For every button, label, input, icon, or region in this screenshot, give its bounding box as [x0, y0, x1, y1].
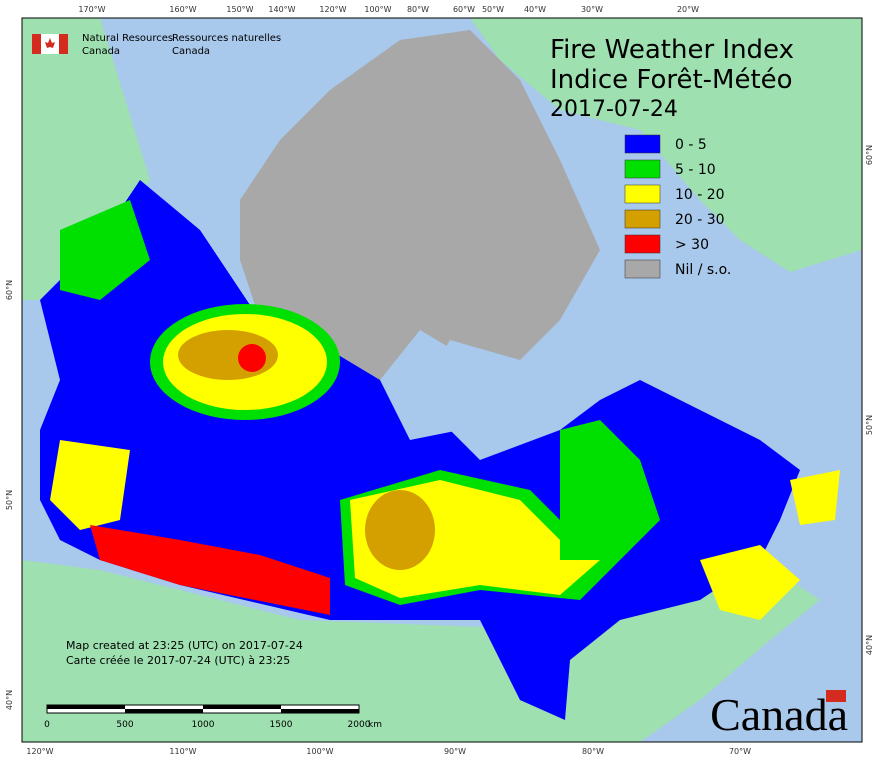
- flag-band: [59, 34, 68, 54]
- fwi-high-region: [700, 545, 800, 620]
- scale-label: 0: [44, 720, 50, 730]
- longitude-label: 80°W: [582, 747, 604, 756]
- scale-bar-segment: [203, 705, 281, 709]
- agency-en: Canada: [82, 46, 120, 57]
- scale-bar: [46, 704, 360, 714]
- legend-label: 5 - 10: [675, 162, 716, 178]
- legend-swatch: [624, 234, 661, 254]
- legend-label: 20 - 30: [675, 212, 725, 228]
- fwi-moderate-region: [560, 420, 660, 560]
- hudson-bay: [380, 330, 470, 440]
- note: Carte créée le 2017-07-24 (UTC) à 23:25: [66, 654, 290, 667]
- latitude-label: 50°N: [5, 490, 14, 510]
- legend-swatch: [624, 184, 661, 204]
- fwi-moderate-region: [60, 200, 150, 300]
- agency-fr: Ressources naturelles: [172, 33, 281, 44]
- latitude-label: 40°N: [865, 635, 874, 655]
- legend-swatch: [624, 259, 661, 279]
- longitude-label: 110°W: [169, 747, 196, 756]
- wordmark-flag: [826, 690, 846, 702]
- fwi-extreme-region: [238, 344, 266, 372]
- legend-swatch: [624, 134, 661, 154]
- fwi-high-region: [790, 470, 840, 525]
- scale-bar-segment: [47, 705, 125, 709]
- latitude-label: 60°N: [865, 145, 874, 165]
- longitude-label: 150°W: [226, 5, 253, 14]
- longitude-label: 90°W: [444, 747, 466, 756]
- longitude-label: 40°W: [524, 5, 546, 14]
- longitude-label: 80°W: [407, 5, 429, 14]
- legend: 0 - 5 5 - 10 10 - 20 20 - 30 > 30 Nil / s.o.: [624, 134, 731, 279]
- latitude-label: 60°N: [5, 280, 14, 300]
- map: [21, 17, 863, 743]
- fwi-very-high-region: [365, 490, 435, 570]
- longitude-label: 100°W: [306, 747, 333, 756]
- graticule-labels: 170°W 160°W 150°W 140°W 120°W 100°W 80°W 60°W 50…: [5, 5, 874, 756]
- longitude-label: 170°W: [78, 5, 105, 14]
- longitude-label: 30°W: [581, 5, 603, 14]
- longitude-label: 160°W: [169, 5, 196, 14]
- longitude-label: 70°W: [729, 747, 751, 756]
- fwi-extreme-region: [90, 525, 330, 615]
- legend-label: Nil / s.o.: [675, 262, 731, 278]
- note: Map created at 23:25 (UTC) on 2017-07-24: [66, 639, 303, 652]
- longitude-label: 140°W: [268, 5, 295, 14]
- title-fr: Indice Forêt-Météo: [550, 65, 793, 95]
- agency-fr: Canada: [172, 46, 210, 57]
- longitude-label: 100°W: [364, 5, 391, 14]
- nil-region: [240, 30, 600, 390]
- scale-bar-segment: [281, 709, 359, 713]
- legend-label: 0 - 5: [675, 137, 707, 153]
- agency-en: Natural Resources: [82, 33, 173, 44]
- wordmark: Canada: [710, 689, 848, 740]
- latitude-label: 40°N: [5, 690, 14, 710]
- latitude-label: 50°N: [865, 415, 874, 435]
- scale-label: 1500: [270, 720, 293, 730]
- fwi-high-region: [50, 440, 130, 530]
- title: Fire Weather Index: [550, 35, 794, 65]
- scale-label: 2000: [348, 720, 371, 730]
- longitude-label: 120°W: [319, 5, 346, 14]
- logo-flag: [32, 34, 68, 54]
- greenland: [470, 18, 862, 272]
- legend-label: > 30: [675, 237, 709, 253]
- legend-swatch: [624, 209, 661, 229]
- scale-label: 500: [116, 720, 133, 730]
- longitude-label: 20°W: [677, 5, 699, 14]
- scale-unit: km: [368, 720, 382, 730]
- legend-swatch: [624, 159, 661, 179]
- scale-bar-segment: [125, 709, 203, 713]
- longitude-label: 50°W: [482, 5, 504, 14]
- maple-leaf: [45, 38, 55, 48]
- scale-label: 1000: [192, 720, 215, 730]
- map-frame: [21, 17, 863, 743]
- legend-label: 10 - 20: [675, 187, 725, 203]
- longitude-label: 120°W: [26, 747, 53, 756]
- flag-band: [32, 34, 41, 54]
- date: 2017-07-24: [550, 97, 678, 122]
- scale-labels: 0 500 1000 1500 2000: [44, 720, 371, 730]
- alaska: [22, 18, 150, 300]
- longitude-label: 60°W: [453, 5, 475, 14]
